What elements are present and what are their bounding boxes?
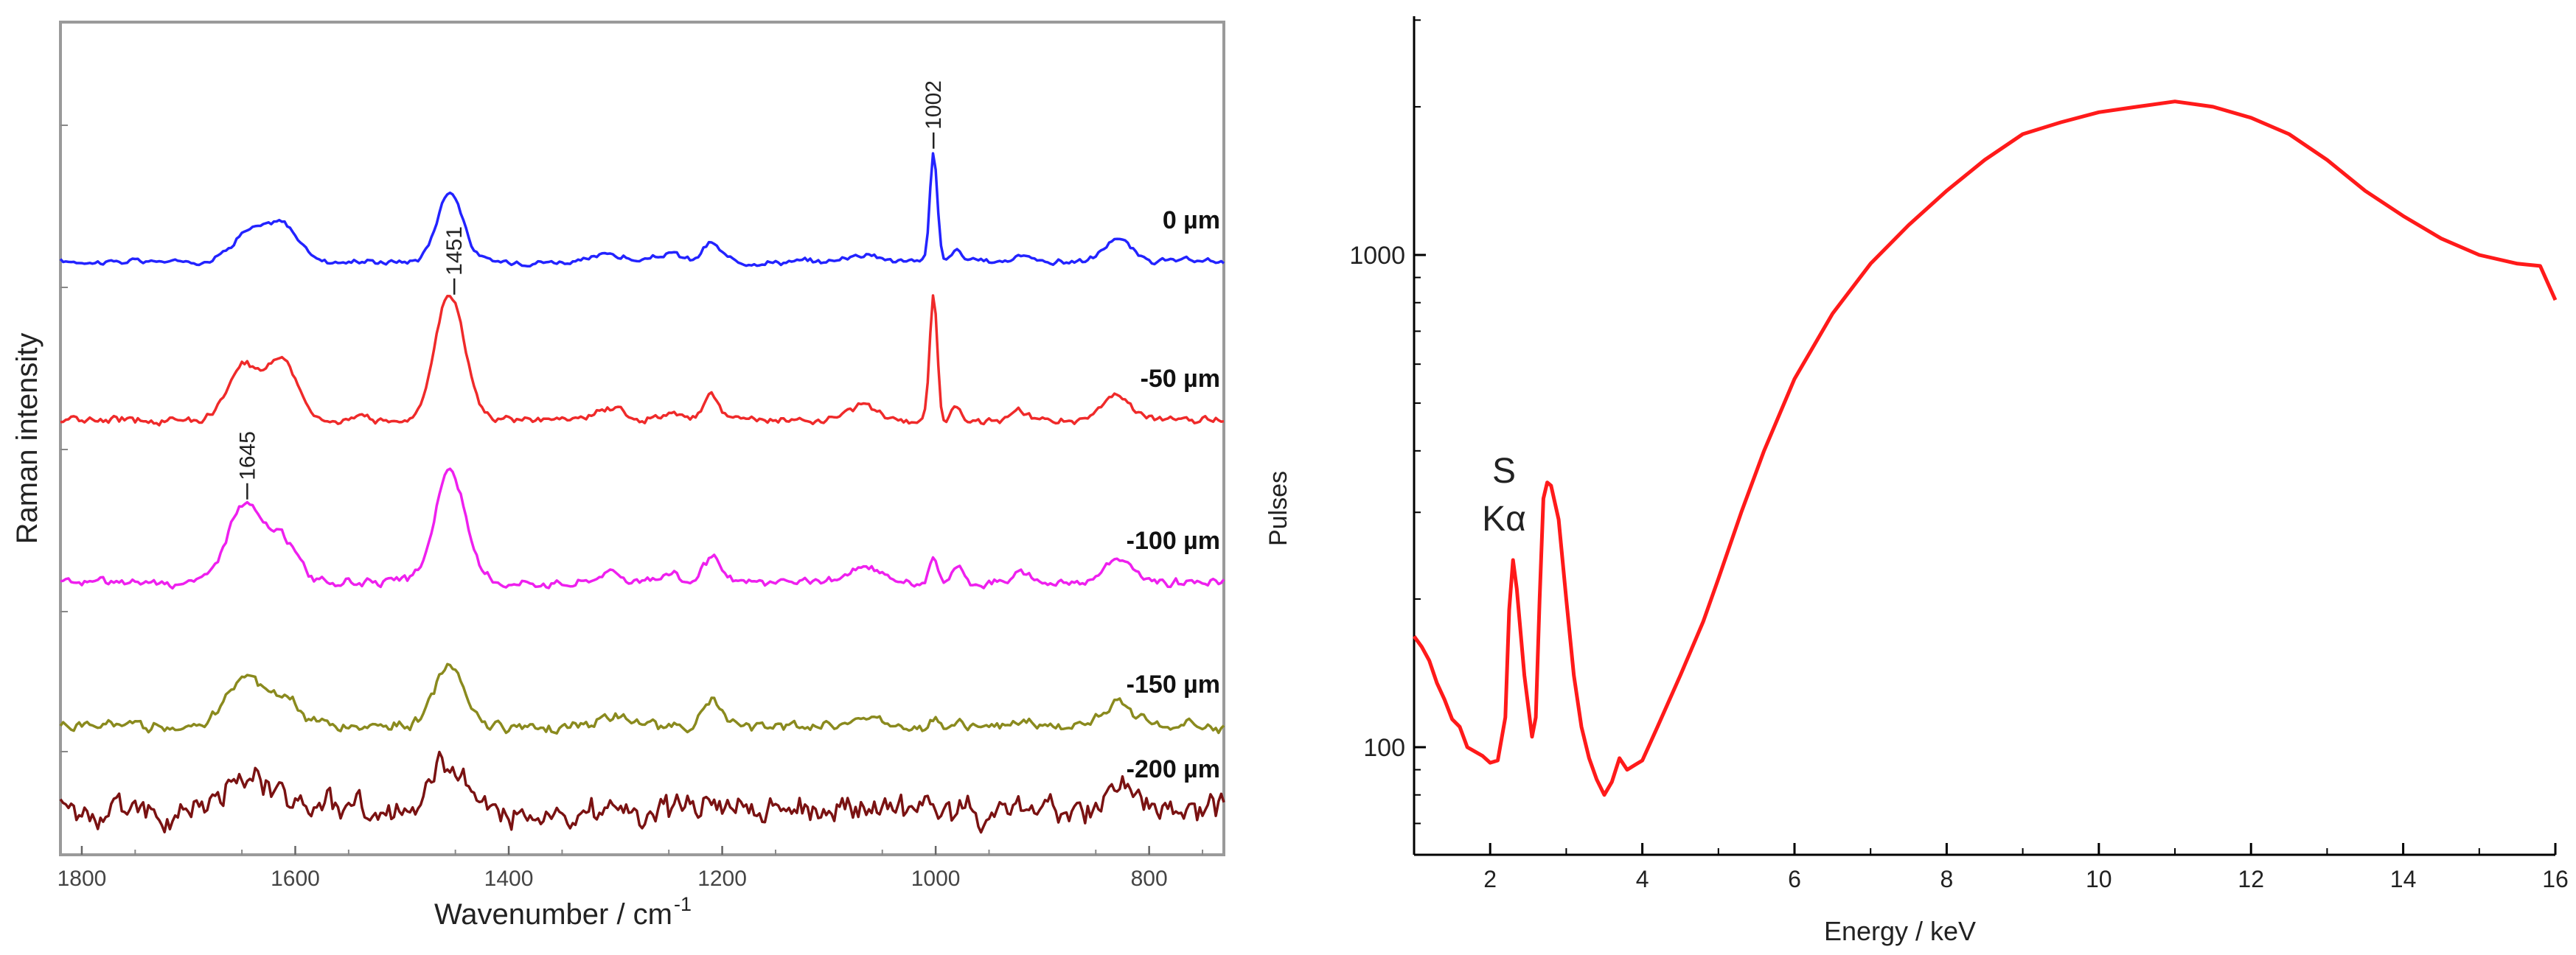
raman-x-tick-label: 1600	[271, 867, 320, 891]
sulfur-annotation-line1: S	[1492, 452, 1516, 491]
energy-x-tick-label: 14	[2390, 866, 2417, 892]
energy-x-tick-label: 2	[1483, 866, 1497, 892]
raman-series-group: 0 µm -50 µm -100 µm -150 µm -200 µm	[59, 152, 1225, 834]
energy-series-line	[1412, 99, 2558, 797]
raman-series-line	[60, 294, 1225, 427]
raman-x-axis-title: Wavenumber / cm	[434, 898, 672, 931]
raman-series-label: 0 µm	[1163, 206, 1220, 234]
energy-x-tick-label: 12	[2238, 866, 2264, 892]
energy-x-axis-title: Energy / keV	[1824, 916, 1976, 946]
raman-series-line	[60, 467, 1225, 590]
raman-x-axis-title-superscript: -1	[674, 893, 692, 915]
energy-x-tick-label: 10	[2086, 866, 2112, 892]
raman-series-label: -200 µm	[1127, 755, 1220, 783]
raman-series-line	[59, 152, 1225, 267]
energy-x-tick-label: 8	[1940, 866, 1954, 892]
energy-x-tick-label: 6	[1788, 866, 1801, 892]
raman-series-label: -150 µm	[1127, 671, 1220, 699]
energy-y-axis-title: Pulses	[1264, 471, 1292, 546]
raman-x-tick-label: 800	[1131, 867, 1168, 891]
raman-peak-annotations: 1645 1451 1002	[235, 80, 946, 500]
energy-axis-ticks: 2 4 6 8 10 12 14 16 100 1000	[1349, 19, 2569, 892]
raman-y-axis-title: Raman intensity	[11, 333, 43, 545]
raman-x-tick-label: 1200	[697, 867, 747, 891]
peak-annotation-label: 1645	[235, 431, 260, 480]
energy-x-tick-label: 16	[2542, 866, 2569, 892]
peak-annotation-label: 1002	[922, 80, 946, 130]
energy-y-tick-label: 100	[1363, 734, 1405, 762]
raman-series-label: -100 µm	[1127, 527, 1220, 555]
raman-x-tick-label: 1400	[484, 867, 534, 891]
energy-x-tick-label: 4	[1636, 866, 1649, 892]
raman-chart: 0 µm -50 µm -100 µm -150 µm -200 µm 1645 1451…	[11, 21, 1225, 931]
raman-x-tick-label: 1000	[911, 867, 961, 891]
raman-series-line	[59, 662, 1225, 735]
raman-series-label: -50 µm	[1141, 365, 1220, 393]
raman-series-line	[59, 750, 1225, 834]
peak-annotation-label: 1451	[442, 226, 467, 276]
raman-x-axis-ticks: 1800 1600 1400 1200 1000 800	[58, 846, 1204, 891]
energy-y-tick-label: 1000	[1349, 242, 1405, 270]
raman-x-tick-label: 1800	[58, 867, 107, 891]
raman-plot-frame	[59, 21, 1225, 856]
raman-y-axis-minor-ticks	[60, 125, 68, 752]
sulfur-annotation-line2: Kα	[1482, 500, 1526, 539]
